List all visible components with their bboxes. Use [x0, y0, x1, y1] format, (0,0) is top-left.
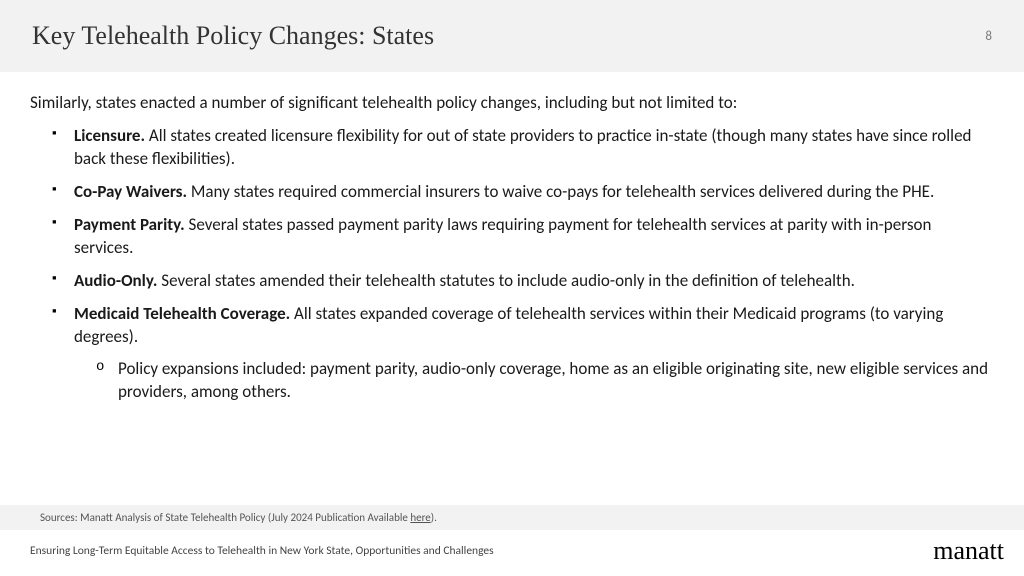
list-item: Co-Pay Waivers. Many states required com…: [74, 181, 994, 204]
list-item: Licensure. All states created licensure …: [74, 125, 994, 171]
bullet-title: Medicaid Telehealth Coverage.: [74, 303, 290, 324]
sources-band: Sources: Manatt Analysis of State Telehe…: [0, 505, 1024, 530]
footer: Sources: Manatt Analysis of State Telehe…: [0, 505, 1024, 576]
list-item: Audio-Only. Several states amended their…: [74, 270, 994, 293]
slide: Key Telehealth Policy Changes: States 8 …: [0, 0, 1024, 576]
page-number: 8: [985, 29, 992, 44]
sources-prefix: Sources: Manatt Analysis of State Telehe…: [40, 511, 410, 524]
bullet-title: Audio-Only.: [74, 270, 157, 291]
bullet-title: Co-Pay Waivers.: [74, 181, 187, 202]
sources-suffix: ).: [431, 511, 437, 524]
header-band: Key Telehealth Policy Changes: States 8: [0, 0, 1024, 72]
sub-list-item: Policy expansions included: payment pari…: [118, 358, 994, 404]
bullet-text: All states created licensure flexibility…: [74, 125, 971, 169]
logo: manatt: [933, 536, 1004, 566]
sub-bullet-list: Policy expansions included: payment pari…: [74, 358, 994, 404]
bottom-row: Ensuring Long-Term Equitable Access to T…: [0, 530, 1024, 576]
list-item: Payment Parity. Several states passed pa…: [74, 214, 994, 260]
bullet-list: Licensure. All states created licensure …: [30, 125, 994, 404]
bullet-text: Several states passed payment parity law…: [74, 214, 931, 258]
bullet-title: Licensure.: [74, 125, 145, 146]
sources-link[interactable]: here: [410, 511, 430, 524]
list-item: Medicaid Telehealth Coverage. All states…: [74, 303, 994, 405]
bullet-text: Many states required commercial insurers…: [187, 181, 934, 202]
slide-title: Key Telehealth Policy Changes: States: [32, 21, 434, 51]
footer-subtitle: Ensuring Long-Term Equitable Access to T…: [30, 544, 494, 558]
bullet-text: Several states amended their telehealth …: [157, 270, 855, 291]
bullet-title: Payment Parity.: [74, 214, 185, 235]
intro-text: Similarly, states enacted a number of si…: [30, 92, 994, 115]
slide-body: Similarly, states enacted a number of si…: [0, 72, 1024, 404]
